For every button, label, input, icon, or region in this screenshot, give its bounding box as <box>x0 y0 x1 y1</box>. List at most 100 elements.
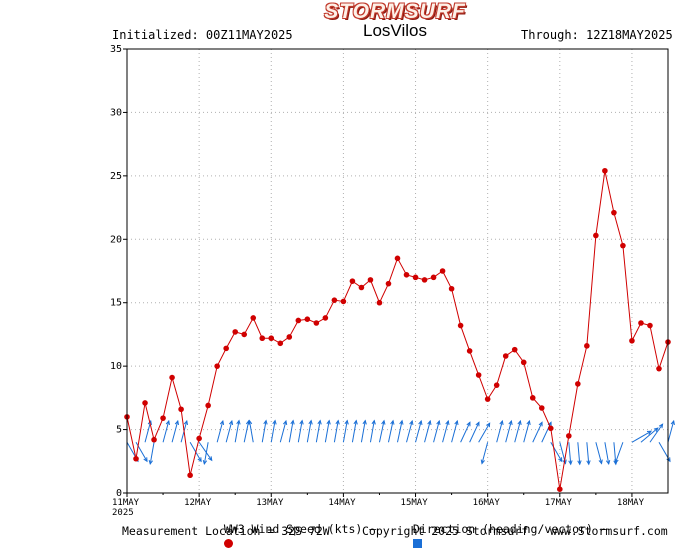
wind-speed-point <box>250 315 257 321</box>
wind-speed-point <box>133 455 139 462</box>
wind-speed-point <box>196 435 202 442</box>
wind-speed-point <box>412 274 419 281</box>
y-tick-label: 35 <box>110 44 122 55</box>
direction-vector <box>162 419 171 443</box>
stormsurf-logo: STORMSURF <box>324 0 466 23</box>
direction-vector <box>442 419 450 443</box>
wind-speed-point <box>313 320 320 326</box>
chart-grid <box>127 49 668 493</box>
wind-speed-point <box>151 436 157 443</box>
direction-vector <box>550 442 563 463</box>
direction-vector <box>631 430 652 443</box>
direction-vector <box>568 442 573 466</box>
wind-speed-point <box>493 382 500 388</box>
wind-speed-point <box>385 280 392 287</box>
wind-speed-point <box>223 345 229 352</box>
direction-vector <box>514 419 522 443</box>
wind-speed-point <box>304 316 311 323</box>
wind-speed-point <box>602 167 608 174</box>
direction-vector <box>469 421 480 443</box>
direction-vector <box>523 419 531 443</box>
wind-speed-point <box>502 353 509 359</box>
y-tick-label: 10 <box>110 361 122 372</box>
direction-vector <box>387 419 395 443</box>
wind-speed-point <box>169 374 175 381</box>
direction-vector <box>198 441 213 462</box>
direction-vectors <box>126 419 675 466</box>
direction-vector <box>297 419 304 443</box>
direction-vector <box>324 419 331 443</box>
direction-vector <box>667 419 675 443</box>
wind-speed-point <box>611 209 617 216</box>
wind-speed-point <box>331 297 338 303</box>
wind-speed-point <box>358 284 365 291</box>
legend-direction-label: Direction (heading/vector) – <box>412 522 607 536</box>
wind-speed-series <box>124 167 671 492</box>
wind-speed-point <box>403 272 410 278</box>
legend-speed-marker <box>223 539 233 548</box>
x-tick-label: 17MAY <box>545 498 573 508</box>
wind-speed-point <box>629 337 635 344</box>
x-tick-label: 15MAY <box>401 498 429 508</box>
wind-speed-point <box>466 348 473 354</box>
x-tick-label: 13MAY <box>256 498 284 508</box>
direction-vector <box>360 419 367 443</box>
wind-speed-point <box>421 277 428 283</box>
direction-vector <box>451 419 459 443</box>
direction-vector <box>397 419 404 443</box>
direction-vector <box>202 442 209 466</box>
y-tick-label: 15 <box>110 298 122 309</box>
initialized-label: Initialized: 00Z11MAY2025 <box>112 28 293 42</box>
plot-frame <box>126 48 669 494</box>
wind-speed-point <box>529 395 536 401</box>
direction-vector <box>216 419 225 443</box>
legend-direction-marker <box>412 539 422 548</box>
wind-speed-point <box>160 415 166 421</box>
direction-vector <box>595 442 603 465</box>
wind-speed-point <box>322 315 329 321</box>
wind-speed-point <box>349 278 356 284</box>
direction-vector <box>532 421 543 443</box>
direction-vector <box>288 419 295 443</box>
direction-vector <box>496 419 504 443</box>
direction-vector <box>480 442 489 465</box>
wind-speed-point <box>376 299 383 306</box>
wind-speed-point <box>520 359 527 366</box>
wind-speed-point <box>241 331 248 338</box>
wind-speed-point <box>557 486 563 492</box>
wind-speed-point <box>475 372 482 378</box>
wind-speed-point <box>268 335 275 342</box>
wind-speed-point <box>511 346 518 353</box>
direction-vector <box>649 423 664 443</box>
direction-vector <box>369 419 376 443</box>
y-tick-label: 25 <box>110 171 122 182</box>
x-tick-label: 14MAY <box>328 498 356 508</box>
wind-speed-point <box>430 274 437 281</box>
y-axis: 0 5 10 15 20 25 30 35 <box>110 44 127 499</box>
direction-vector <box>586 442 591 466</box>
y-tick-label: 0 <box>116 488 122 499</box>
x-tick-label: 11MAY <box>112 498 140 508</box>
direction-vector <box>279 419 288 443</box>
wind-speed-point <box>142 400 148 406</box>
direction-vector <box>505 419 513 443</box>
wind-speed-point <box>259 335 266 342</box>
direction-vector <box>614 442 624 465</box>
direction-vector <box>577 442 582 466</box>
direction-vector <box>247 419 254 443</box>
legend-direction: Direction (heading/vector) – <box>399 508 607 550</box>
wind-speed-point <box>277 340 284 347</box>
direction-vector <box>225 419 234 443</box>
direction-vector <box>433 419 441 443</box>
wind-speed-point <box>584 343 590 349</box>
x-axis: 11MAY2025 12MAY 13MAY 14MAY 15MAY 16MAY 17MAY 1… <box>112 493 645 518</box>
legend-speed-label: WW3 Wind Speed (kts) – <box>223 522 377 536</box>
wind-speed-point <box>232 329 238 335</box>
wind-speed-point <box>448 285 455 292</box>
wind-speed-point <box>656 365 662 372</box>
x-tick-label: 16MAY <box>473 498 501 508</box>
wind-speed-point <box>566 433 572 439</box>
direction-vector <box>234 419 241 443</box>
wind-speed-point <box>484 396 491 402</box>
